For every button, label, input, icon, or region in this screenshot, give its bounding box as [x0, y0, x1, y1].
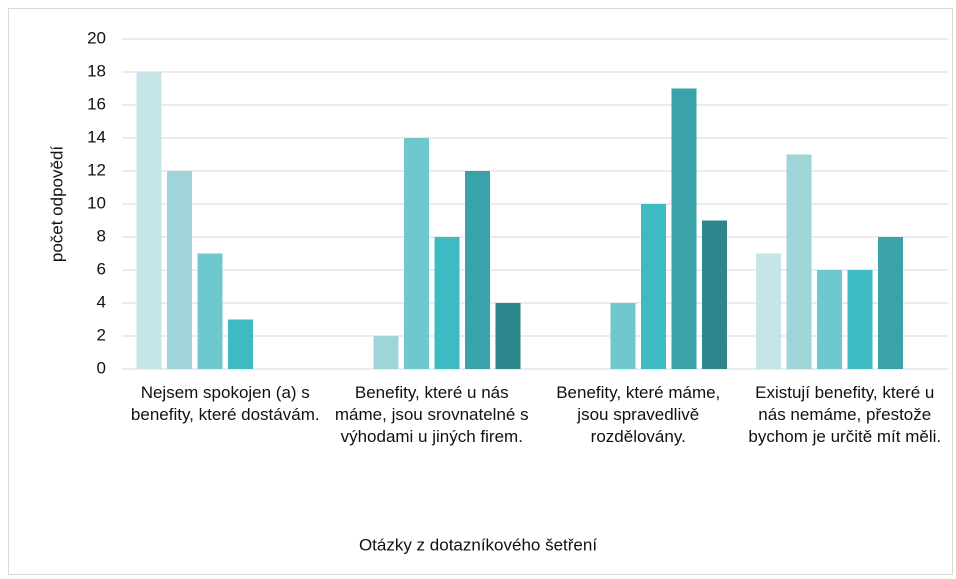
bar	[610, 303, 636, 369]
bar	[228, 319, 253, 369]
bar	[702, 220, 727, 369]
chart-border	[8, 8, 953, 575]
bar	[847, 270, 873, 369]
bar	[465, 171, 490, 369]
bar	[373, 336, 399, 369]
y-tick-label: 10	[87, 193, 106, 212]
bar	[495, 303, 521, 369]
bar	[136, 72, 162, 369]
y-tick-label: 0	[97, 358, 106, 377]
bar	[434, 237, 460, 369]
x-tick-label: Nejsem spokojen (a) s benefity, které do…	[130, 383, 320, 424]
bar	[786, 154, 812, 369]
bar	[404, 138, 429, 369]
bar	[167, 171, 192, 369]
bar	[756, 253, 781, 369]
bar	[641, 204, 666, 369]
y-tick-label: 14	[87, 127, 106, 146]
bar	[817, 270, 842, 369]
bar	[671, 88, 697, 369]
bar	[878, 237, 903, 369]
x-axis-title: Otázky z dotazníkového šetření	[359, 535, 597, 554]
y-tick-label: 16	[87, 94, 106, 113]
y-axis-title: počet odpovědí	[47, 146, 66, 263]
y-tick-label: 20	[87, 28, 106, 47]
x-tick-label: Benefity, které máme, jsou spravedlivě r…	[556, 383, 721, 446]
y-tick-label: 2	[97, 325, 106, 344]
x-tick-label: Existují benefity, které u nás nemáme, p…	[748, 383, 942, 446]
y-tick-label: 6	[97, 259, 106, 278]
y-tick-label: 12	[87, 160, 106, 179]
y-tick-label: 8	[97, 226, 106, 245]
x-tick-label: Benefity, které u nás máme, jsou srovnat…	[334, 383, 529, 446]
y-tick-label: 4	[97, 292, 106, 311]
y-tick-label: 18	[87, 61, 106, 80]
bar	[197, 253, 223, 369]
